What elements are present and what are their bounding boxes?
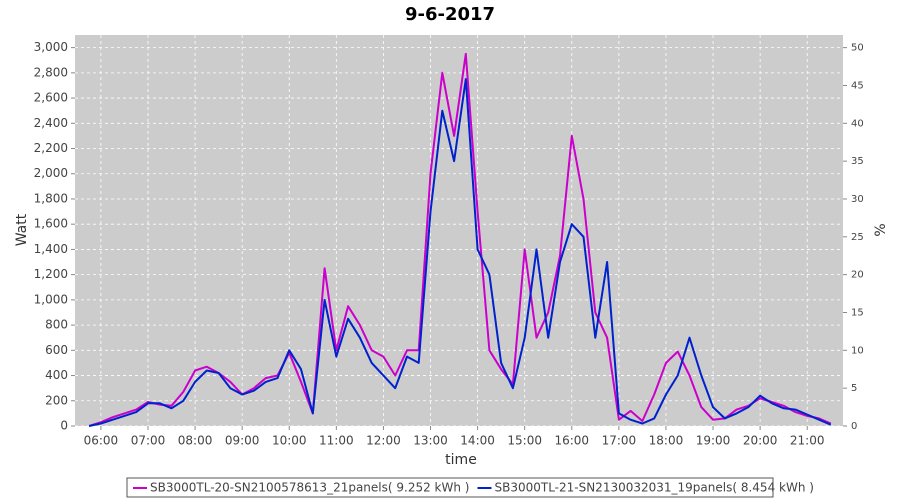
y-axis-label: Watt bbox=[14, 213, 30, 246]
y-tick-label: 1,200 bbox=[34, 267, 68, 281]
series-line bbox=[88, 78, 832, 427]
y-tick-label: 0 bbox=[60, 419, 68, 433]
x-tick-label: 13:00 bbox=[413, 434, 448, 448]
x-tick-label: 09:00 bbox=[225, 434, 260, 448]
y2-tick-label: 40 bbox=[851, 118, 864, 129]
x-tick-label: 19:00 bbox=[696, 434, 731, 448]
y-tick-label: 2,000 bbox=[34, 166, 68, 180]
x-tick-label: 17:00 bbox=[602, 434, 637, 448]
y-tick-label: 2,800 bbox=[34, 65, 68, 79]
x-tick-label: 08:00 bbox=[178, 434, 213, 448]
y-tick-label: 2,200 bbox=[34, 141, 68, 155]
y-tick-label: 200 bbox=[45, 393, 68, 407]
x-tick-label: 12:00 bbox=[366, 434, 401, 448]
y-tick-label: 1,800 bbox=[34, 191, 68, 205]
x-tick-label: 07:00 bbox=[131, 434, 166, 448]
y-tick-label: 400 bbox=[45, 368, 68, 382]
x-tick-label: 15:00 bbox=[507, 434, 542, 448]
legend-label: SB3000TL-20-SN2100578613_21panels( 9.252… bbox=[150, 481, 469, 495]
plot-area bbox=[75, 35, 843, 426]
y-tick-label: 3,000 bbox=[34, 40, 68, 54]
x-tick-label: 20:00 bbox=[743, 434, 778, 448]
x-tick-label: 21:00 bbox=[790, 434, 825, 448]
y2-tick-label: 35 bbox=[851, 156, 864, 167]
x-tick-label: 16:00 bbox=[554, 434, 589, 448]
chart-title: 9-6-2017 bbox=[405, 4, 495, 25]
x-tick-label: 18:00 bbox=[649, 434, 684, 448]
y2-tick-label: 10 bbox=[851, 345, 864, 356]
y-tick-label: 1,600 bbox=[34, 217, 68, 231]
y2-tick-label: 30 bbox=[851, 194, 864, 205]
y2-tick-label: 25 bbox=[851, 232, 864, 243]
y-tick-label: 1,400 bbox=[34, 242, 68, 256]
y-tick-label: 600 bbox=[45, 343, 68, 357]
legend bbox=[126, 477, 774, 498]
y2-tick-label: 15 bbox=[851, 307, 864, 318]
series-line bbox=[88, 52, 832, 427]
y-tick-label: 1,000 bbox=[34, 292, 68, 306]
y2-tick-label: 45 bbox=[851, 80, 864, 91]
grid bbox=[71, 35, 847, 430]
x-tick-label: 14:00 bbox=[460, 434, 495, 448]
y-tick-label: 2,400 bbox=[34, 116, 68, 130]
y2-tick-label: 5 bbox=[851, 383, 857, 394]
y-tick-label: 800 bbox=[45, 318, 68, 332]
y-tick-label: 2,600 bbox=[34, 91, 68, 105]
y2-tick-label: 50 bbox=[851, 43, 864, 54]
legend-items: SB3000TL-20-SN2100578613_21panels( 9.252… bbox=[133, 481, 814, 495]
x-tick-label: 06:00 bbox=[84, 434, 119, 448]
x-tick-label: 11:00 bbox=[319, 434, 354, 448]
y2-axis-label: % bbox=[873, 223, 889, 236]
x-tick-label: 10:00 bbox=[272, 434, 307, 448]
x-axis-label: time bbox=[445, 452, 477, 468]
legend-label: SB3000TL-21-SN2130032031_19panels( 8.454… bbox=[494, 481, 813, 495]
y2-tick-label: 20 bbox=[851, 270, 864, 281]
lines bbox=[88, 52, 832, 427]
y2-tick-label: 0 bbox=[851, 421, 857, 432]
